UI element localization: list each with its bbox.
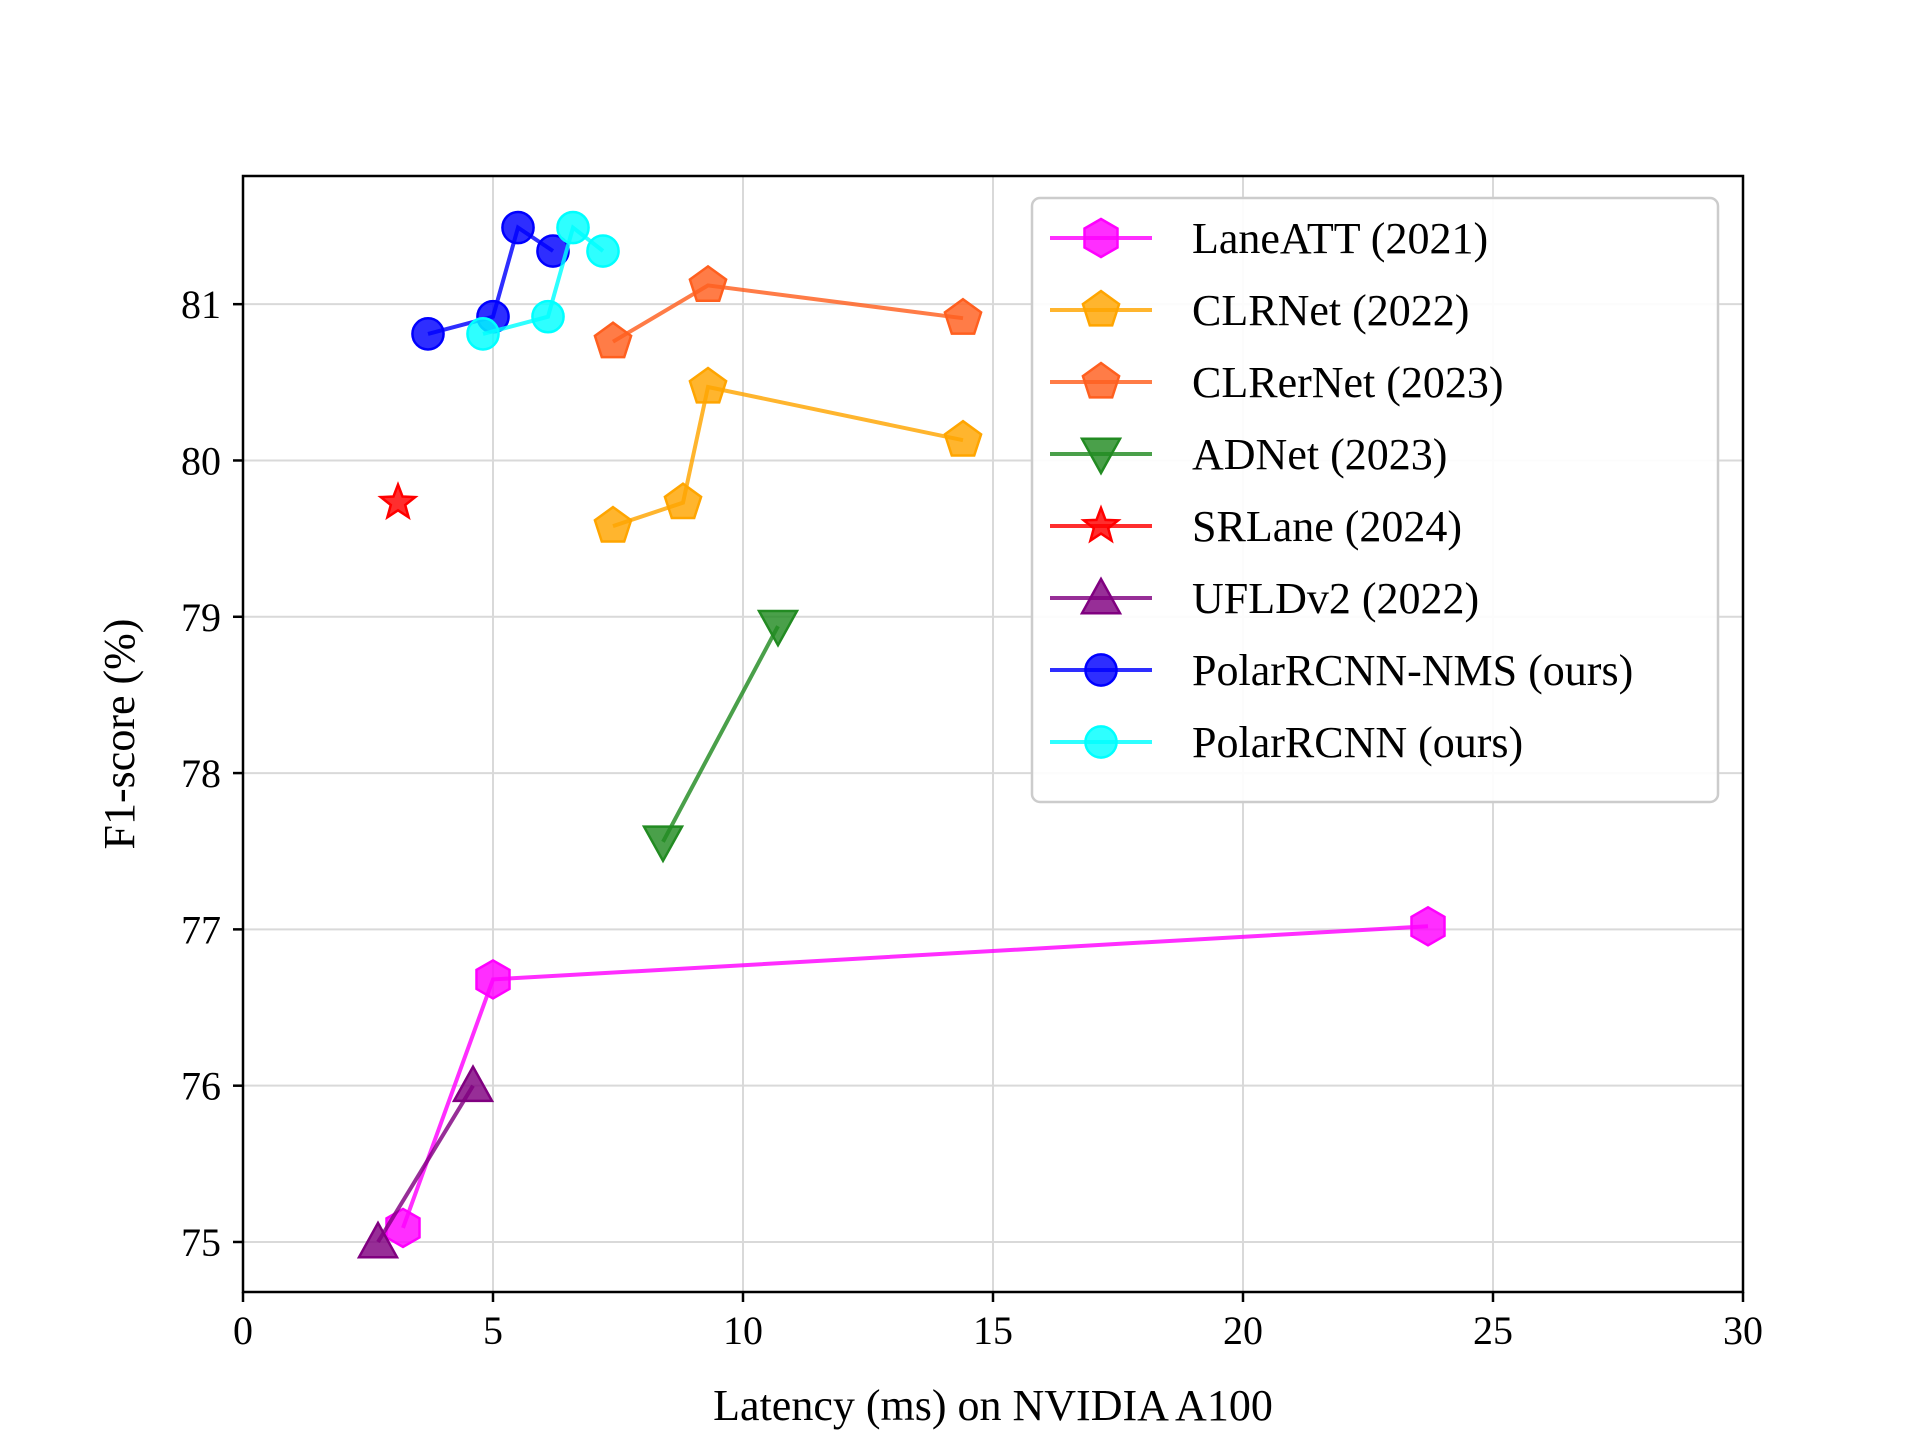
legend-item-polarrcnn-ours: PolarRCNN (ours) — [1050, 718, 1523, 767]
legend-item-ufldv2-2022: UFLDv2 (2022) — [1050, 574, 1479, 623]
series-line — [376, 1084, 475, 1244]
data-point — [451, 1064, 495, 1103]
legend-label: PolarRCNN (ours) — [1192, 718, 1523, 767]
x-tick-label: 0 — [233, 1308, 253, 1353]
data-point — [593, 505, 633, 543]
legend-item-clrernet-2023: CLRerNet (2023) — [1050, 358, 1504, 407]
legend-label: ADNet (2023) — [1192, 430, 1447, 479]
y-tick-label: 77 — [181, 907, 221, 952]
data-point — [466, 317, 500, 351]
x-tick-label: 30 — [1723, 1308, 1763, 1353]
legend-marker — [1081, 289, 1121, 327]
y-tick-label: 80 — [181, 438, 221, 483]
legend-item-srlane-2024: SRLane (2024) — [1050, 502, 1462, 551]
legend: LaneATT (2021) CLRNet (2022) CLRerNet (202… — [1030, 196, 1720, 804]
y-tick-label: 75 — [181, 1220, 221, 1265]
legend-marker — [1083, 217, 1119, 259]
series-line — [427, 224, 555, 336]
data-point — [356, 1220, 400, 1259]
legend-item-adnet-2023: ADNet (2023) — [1050, 430, 1447, 479]
legend-marker — [1080, 504, 1122, 544]
axis-ticks: 0 5 10 15 20 25 30 75 76 77 78 79 80 81 — [181, 282, 1763, 1353]
legend-marker — [1084, 725, 1118, 759]
legend-label: CLRNet (2022) — [1192, 286, 1469, 335]
series-clrernet-2023 — [593, 264, 983, 359]
y-axis-label: F1-score (%) — [95, 619, 144, 850]
series-line — [482, 224, 605, 336]
y-tick-label: 81 — [181, 282, 221, 327]
series-adnet-2023 — [641, 609, 800, 864]
series-laneatt-2021 — [385, 905, 1446, 1249]
data-point — [593, 321, 633, 359]
x-axis-label: Latency (ms) on NVIDIA A100 — [713, 1381, 1273, 1430]
legend-box — [1030, 196, 1720, 804]
data-point — [1410, 905, 1446, 947]
data-point — [943, 419, 983, 457]
series-srlane-2024 — [377, 481, 419, 521]
legend-marker — [1079, 437, 1123, 476]
data-point — [663, 482, 703, 520]
data-point — [475, 958, 511, 1000]
data-point — [556, 210, 590, 245]
legend-marker — [1079, 576, 1123, 615]
data-point — [688, 366, 728, 404]
data-point — [411, 317, 445, 351]
data-point — [586, 234, 620, 268]
series-line — [661, 625, 780, 843]
series-layer — [356, 210, 1446, 1259]
series-line — [401, 924, 1429, 1229]
x-tick-label: 25 — [1473, 1308, 1513, 1353]
series-polarrcnn-ours — [466, 210, 620, 351]
legend-item-laneatt-2021: LaneATT (2021) — [1050, 214, 1488, 263]
legend-label: PolarRCNN-NMS (ours) — [1192, 646, 1633, 695]
legend-item-clrnet-2022: CLRNet (2022) — [1050, 286, 1469, 335]
data-point — [501, 210, 535, 245]
x-tick-label: 20 — [1223, 1308, 1263, 1353]
legend-label: LaneATT (2021) — [1192, 214, 1488, 263]
data-point — [943, 297, 983, 335]
legend-label: SRLane (2024) — [1192, 502, 1462, 551]
x-tick-label: 5 — [483, 1308, 503, 1353]
data-point — [531, 299, 565, 334]
legend-marker — [1084, 653, 1118, 687]
legend-marker — [1081, 361, 1121, 399]
y-tick-label: 78 — [181, 751, 221, 796]
y-tick-label: 76 — [181, 1064, 221, 1109]
y-tick-label: 79 — [181, 595, 221, 640]
data-point — [536, 234, 570, 268]
x-tick-label: 15 — [973, 1308, 1013, 1353]
data-point — [377, 481, 419, 521]
data-point — [385, 1207, 421, 1249]
data-point — [641, 825, 685, 864]
series-line — [612, 384, 964, 528]
legend-label: UFLDv2 (2022) — [1192, 574, 1479, 623]
legend-item-polarrcnn-nms-ours: PolarRCNN-NMS (ours) — [1050, 646, 1633, 695]
x-tick-label: 10 — [723, 1308, 763, 1353]
data-point — [756, 609, 800, 648]
data-point — [688, 264, 728, 303]
series-line — [611, 283, 964, 344]
series-clrnet-2022 — [593, 366, 983, 543]
legend-label: CLRerNet (2023) — [1192, 358, 1504, 407]
series-ufldv2-2022 — [356, 1064, 495, 1259]
